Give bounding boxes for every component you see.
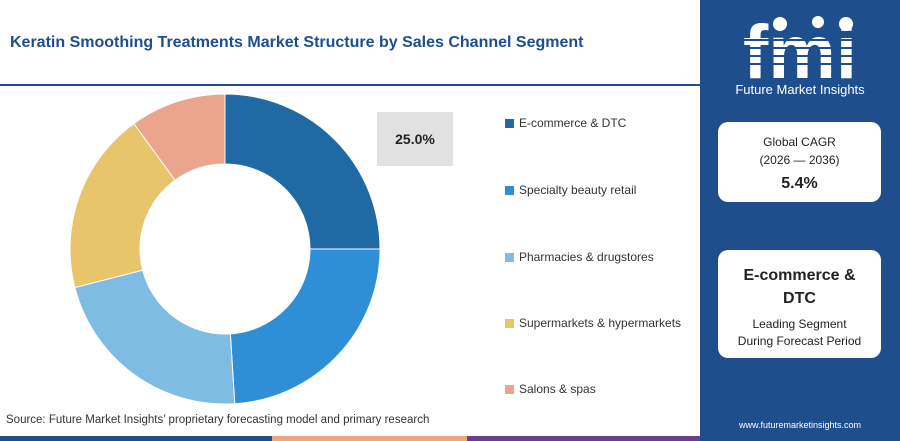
cagr-value: 5.4% — [781, 175, 818, 192]
legend-swatch — [505, 118, 514, 128]
value-callout: 25.0% — [377, 112, 453, 166]
title-divider — [0, 84, 700, 86]
bottom-bar-segment — [272, 436, 467, 441]
website-link[interactable]: www.futuremarketinsights.com — [738, 420, 862, 430]
legend-item: Salons & spas — [505, 382, 596, 396]
legend-item: Specialty beauty retail — [505, 183, 636, 197]
globe-icon-3 — [839, 17, 853, 31]
segment-caption: Leading Segment During Forecast Period — [718, 316, 881, 350]
legend-swatch — [505, 252, 514, 262]
donut-chart — [70, 93, 381, 405]
legend-swatch — [505, 185, 514, 195]
donut-slice-1 — [224, 93, 381, 250]
segment-name: E-commerce & DTC — [743, 267, 856, 307]
chart-panel: Keratin Smoothing Treatments Market Stru… — [0, 34, 700, 441]
donut-slice-2 — [229, 248, 381, 405]
chart-title: Keratin Smoothing Treatments Market Stru… — [10, 34, 584, 51]
bottom-bar-segment — [467, 436, 700, 441]
fmi-logo: fmi — [730, 10, 870, 95]
legend-label: Pharmacies & drugstores — [519, 250, 654, 264]
bottom-bar-segment — [0, 436, 272, 441]
segment-caption-line2: During Forecast Period — [737, 334, 862, 348]
legend-swatch — [505, 384, 514, 394]
legend-item: E-commerce & DTC — [505, 116, 626, 130]
legend-label: Supermarkets & hypermarkets — [519, 316, 682, 330]
logo-letters: fmi — [743, 10, 857, 95]
legend-label: E-commerce & DTC — [519, 116, 627, 130]
globe-icon — [773, 17, 787, 31]
legend-swatch — [505, 318, 514, 328]
globe-icon-2 — [812, 16, 824, 28]
cagr-period: (2026 — 2036) — [759, 153, 840, 167]
brand-name: Future Market Insights — [735, 82, 865, 97]
cagr-card: Global CAGR (2026 — 2036) 5.4% — [718, 122, 881, 202]
legend-label: Specialty beauty retail — [519, 183, 637, 197]
segment-caption-line1: Leading Segment — [752, 317, 847, 331]
source-note: Source: Future Market Insights’ propriet… — [6, 414, 430, 426]
legend-item: Supermarkets & hypermarkets — [505, 316, 681, 330]
legend-item: Pharmacies & drugstores — [505, 250, 654, 264]
legend-label: Salons & spas — [519, 382, 596, 396]
cagr-label: Global CAGR — [763, 135, 836, 149]
sidebar: fmi Future Market Insights Global CAGR (… — [700, 0, 900, 441]
donut-slice-5 — [133, 93, 226, 181]
donut-slice-3 — [74, 269, 236, 405]
leading-segment-card: E-commerce & DTC Leading Segment During … — [718, 250, 881, 358]
bottom-color-bar — [0, 436, 700, 441]
